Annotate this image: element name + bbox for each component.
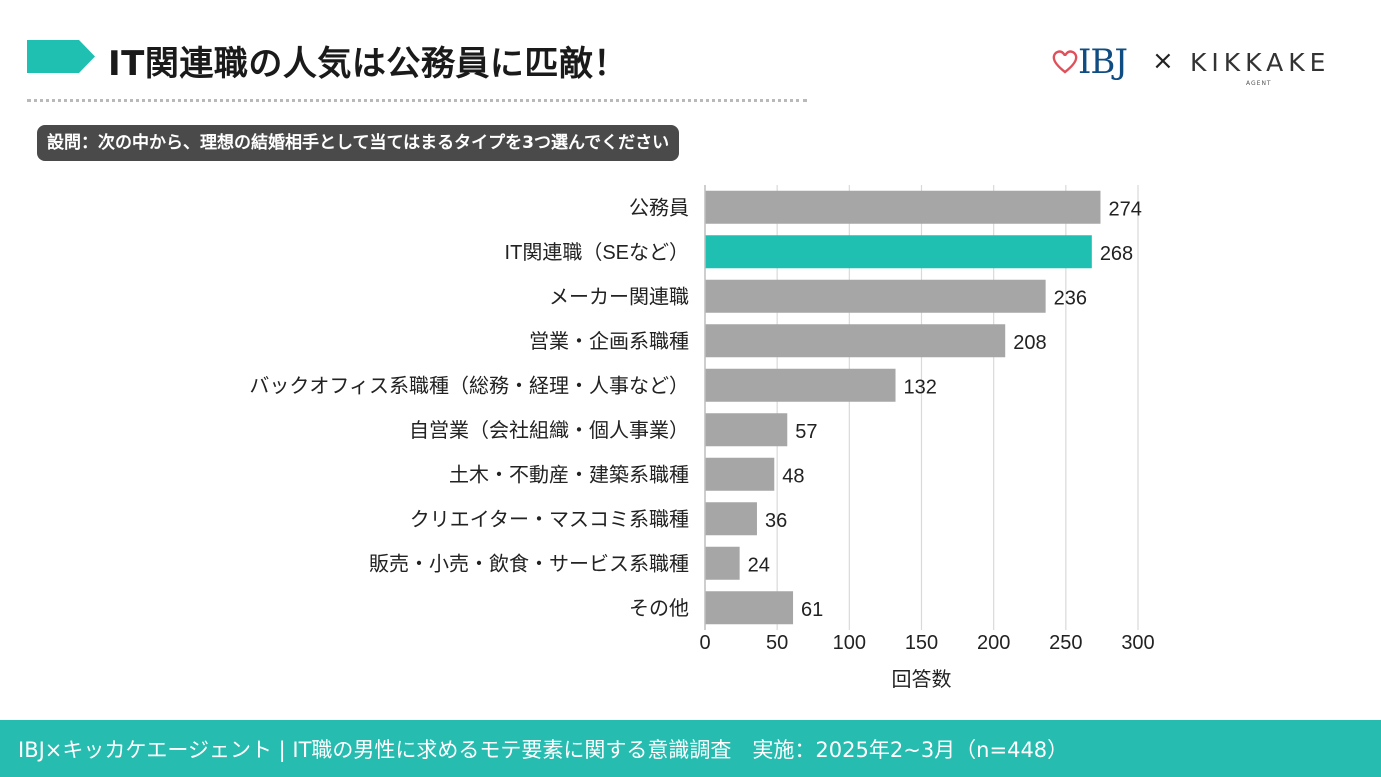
value-label: 274 <box>1108 198 1141 220</box>
category-label: 土木・不動産・建築系職種 <box>449 463 689 486</box>
bar <box>705 368 896 402</box>
x-tick-label: 250 <box>1049 632 1082 654</box>
survey-question: 設問：次の中から、理想の結婚相手として当てはまるタイプを3つ選んでください <box>37 125 680 161</box>
category-label: メーカー関連職 <box>549 285 689 308</box>
x-tick-label: 50 <box>766 632 788 654</box>
x-tick-label: 150 <box>905 632 938 654</box>
value-label: 208 <box>1013 332 1046 354</box>
value-label: 132 <box>904 376 937 398</box>
title-divider <box>27 99 807 102</box>
kikkake-logo-subtitle: AGENT <box>1246 80 1272 87</box>
category-label: 公務員 <box>629 196 689 219</box>
category-label: IT関連職（SEなど） <box>505 241 689 264</box>
value-label: 61 <box>801 599 823 621</box>
footer-caption: IBJ×キッカケエージェント | IT職の男性に求めるモテ要素に関する意識調査 … <box>18 738 1069 762</box>
x-axis-title: 回答数 <box>892 668 952 691</box>
ibj-logo: IBJ <box>1078 42 1128 82</box>
value-label: 48 <box>782 465 804 487</box>
x-tick-label: 0 <box>699 632 710 654</box>
bar-chart: 公務員 274 IT関連職（SEなど） 268 メーカー関連職 236 営業・企画系職種 20… <box>249 185 1155 691</box>
bar <box>705 457 775 491</box>
x-tick-label: 300 <box>1121 632 1154 654</box>
logo-separator: × <box>1152 46 1174 76</box>
value-label: 236 <box>1054 287 1087 309</box>
bar <box>705 546 740 580</box>
footer-bar: IBJ×キッカケエージェント | IT職の男性に求めるモテ要素に関する意識調査 … <box>0 720 1381 777</box>
bar <box>705 591 794 625</box>
bar <box>705 279 1046 313</box>
value-label: 268 <box>1100 243 1133 265</box>
heart-icon <box>1052 50 1078 74</box>
kikkake-logo: KIKKAKE <box>1190 48 1331 77</box>
value-label: 24 <box>748 554 770 576</box>
x-tick-label: 200 <box>977 632 1010 654</box>
bar <box>705 324 1006 358</box>
category-label: 営業・企画系職種 <box>529 330 689 353</box>
bar-highlight <box>705 235 1092 269</box>
x-tick-label: 100 <box>833 632 866 654</box>
bar <box>705 413 788 447</box>
category-label: クリエイター・マスコミ系職種 <box>410 508 689 531</box>
title-arrow-icon <box>27 40 95 73</box>
value-label: 57 <box>795 421 817 443</box>
brand-logos: IBJ × KIKKAKE AGENT <box>1050 42 1340 92</box>
category-label: その他 <box>629 597 689 620</box>
bar <box>705 190 1101 224</box>
value-label: 36 <box>765 510 787 532</box>
category-label: 自営業（会社組織・個人事業） <box>409 419 689 442</box>
page-title: IT関連職の人気は公務員に匹敵！ <box>108 44 628 84</box>
category-label: 販売・小売・飲食・サービス系職種 <box>369 552 689 575</box>
bar <box>705 502 757 536</box>
category-label: バックオフィス系職種（総務・経理・人事など） <box>249 374 689 397</box>
